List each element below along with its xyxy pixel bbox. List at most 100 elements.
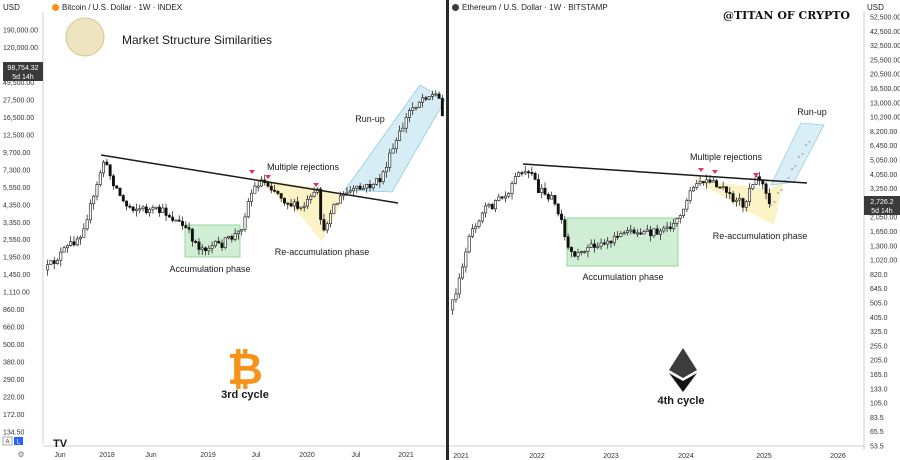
btc-candle-body <box>437 93 441 99</box>
btc-candle-body <box>197 241 201 250</box>
eth-candle-body <box>527 171 530 174</box>
eth-candle-body <box>474 226 478 229</box>
eth-chart-header: Ethereum / U.S. Dollar · 1W · BITSTAMP <box>452 3 608 12</box>
btc-rejections-label: Multiple rejections <box>267 162 340 172</box>
eth-candle-body <box>596 245 600 248</box>
eth-candle-body <box>467 236 471 253</box>
eth-y-tick-label: 42,500.00 <box>870 29 900 36</box>
eth-candle-body <box>543 187 547 195</box>
btc-candle-body <box>92 195 96 205</box>
btc-candle-body <box>355 185 359 189</box>
btc-panel: 190,000.00120,000.0063,500.0049,500.0027… <box>0 0 446 460</box>
btc-candle-body <box>296 201 300 209</box>
btc-candle-body <box>243 216 247 230</box>
eth-x-tick-label: 2024 <box>678 453 694 460</box>
eth-candle-body <box>546 193 550 200</box>
btc-price-badge-text: 98,754.32 <box>7 65 38 72</box>
btc-candle-body <box>194 241 198 243</box>
btc-candle-body <box>279 193 283 199</box>
btc-header-text: Bitcoin / U.S. Dollar · 1W · INDEX <box>62 3 183 12</box>
eth-candle-body <box>725 186 728 193</box>
eth-candle-body <box>503 195 507 199</box>
eth-accumulation-zone <box>566 217 679 267</box>
eth-candle-body <box>748 188 752 203</box>
btc-candle-body <box>82 228 86 238</box>
eth-projection-dot <box>787 176 790 180</box>
eth-candle-body <box>560 213 563 220</box>
eth-candle-body <box>698 181 702 184</box>
btc-cycle-label: 3rd cycle <box>221 389 269 401</box>
watermark-text: @TITAN OF CRYPTO <box>723 9 850 22</box>
btc-candle-body <box>394 140 398 150</box>
eth-candle-body <box>573 251 577 257</box>
btc-candle-body <box>338 195 342 204</box>
btc-candle-body <box>141 206 145 210</box>
eth-candle-body <box>556 203 560 215</box>
btc-candle-body <box>65 245 69 249</box>
btc-rejection-marker <box>249 170 255 174</box>
btc-candle-body <box>312 191 316 197</box>
btc-y-tick-label: 1,450.00 <box>3 272 30 279</box>
btc-candle-body <box>220 242 224 248</box>
btc-x-tick-label: Jun <box>145 452 156 459</box>
btc-resistance-trendline <box>100 154 399 204</box>
btc-candle-body <box>348 190 352 193</box>
btc-candle-body <box>171 216 175 221</box>
eth-candle-body <box>754 176 758 185</box>
btc-candle-body <box>273 189 277 192</box>
btc-candle-body <box>289 203 293 207</box>
author-avatar <box>65 17 105 57</box>
eth-currency-label: USD <box>867 3 884 12</box>
eth-candle-body <box>682 208 686 216</box>
btc-candle-body <box>233 233 237 240</box>
btc-candle-body <box>105 161 109 166</box>
eth-candle-body <box>477 220 481 227</box>
eth-countdown-text: 5d 14h <box>871 208 893 215</box>
btc-y-tick-label: 500.00 <box>3 342 25 349</box>
eth-coin-icon <box>452 4 459 11</box>
eth-candle-body <box>652 228 656 237</box>
btc-candle-body <box>352 187 355 192</box>
eth-y-tick-label: 3,250.00 <box>870 186 897 193</box>
btc-candle-body <box>207 247 211 252</box>
btc-candle-body <box>329 213 332 225</box>
eth-candle-body <box>523 171 527 174</box>
eth-y-tick-label: 25,500.00 <box>870 57 900 64</box>
eth-candle-body <box>649 229 653 237</box>
panel-divider <box>446 0 449 460</box>
btc-x-tick-label: 2020 <box>299 452 315 459</box>
btc-candle-body <box>375 178 379 185</box>
btc-candle-body <box>322 219 326 231</box>
btc-y-tick-label: 27,500.00 <box>3 97 34 104</box>
btc-candle-body <box>358 185 362 190</box>
btc-candle-body <box>332 204 336 214</box>
btc-candle-body <box>361 187 365 190</box>
eth-candle-body <box>718 186 722 189</box>
eth-candle-body <box>659 230 662 235</box>
eth-candle-body <box>520 172 524 175</box>
eth-candle-body <box>675 218 679 224</box>
eth-candle-body <box>662 227 666 232</box>
eth-projection-dot <box>808 140 811 144</box>
btc-auto-button <box>2 436 13 446</box>
ethereum-logo-icon <box>669 348 697 378</box>
btc-x-tick-label: Jul <box>352 452 361 459</box>
eth-candle-body <box>497 196 501 201</box>
eth-candle-body <box>484 205 488 214</box>
btc-y-tick-label: 16,500.00 <box>3 115 34 122</box>
btc-chart-header: Bitcoin / U.S. Dollar · 1W · INDEX <box>52 3 182 12</box>
eth-candle-body <box>464 251 468 268</box>
btc-candle-body <box>177 219 181 222</box>
eth-candle-body <box>490 204 494 210</box>
eth-candle-body <box>540 187 544 194</box>
btc-candle-body <box>388 152 392 168</box>
eth-y-tick-label: 1,650.00 <box>870 229 897 236</box>
btc-y-tick-label: 5,550.00 <box>3 185 30 192</box>
btc-auto-button-text: A <box>5 440 9 446</box>
btc-y-tick-label: 7,300.00 <box>3 167 30 174</box>
btc-candle-body <box>440 98 444 117</box>
btc-candle-body <box>381 171 385 183</box>
eth-candle-body <box>583 251 587 253</box>
eth-candle-body <box>751 184 755 189</box>
btc-candle-body <box>125 200 129 207</box>
